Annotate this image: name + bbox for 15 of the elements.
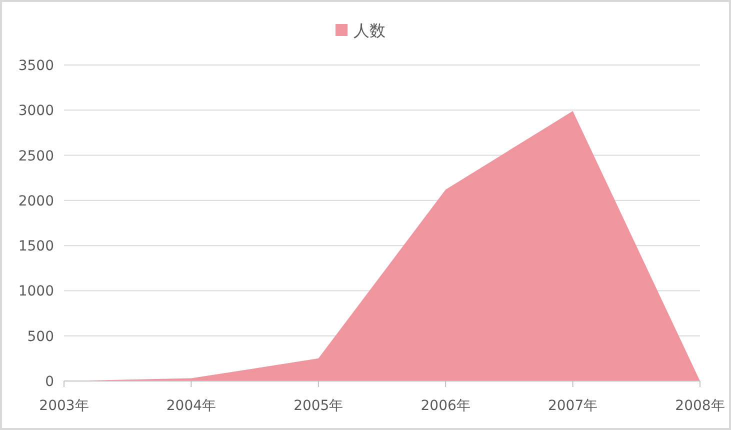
x-tick-label: 2006年 xyxy=(420,398,470,414)
y-tick-label: 500 xyxy=(27,328,54,345)
x-tick-label: 2003年 xyxy=(39,398,89,414)
x-tick-label: 2005年 xyxy=(294,398,344,414)
x-tick-label: 2004年 xyxy=(166,398,216,414)
y-tick-label: 2500 xyxy=(18,148,54,164)
x-tick-label: 2008年 xyxy=(675,398,725,414)
y-tick-label: 1500 xyxy=(18,238,54,255)
y-tick-label: 3000 xyxy=(18,103,54,120)
y-tick-label: 3500 xyxy=(18,58,54,74)
y-tick-label: 1000 xyxy=(18,284,54,300)
y-tick-label: 0 xyxy=(45,374,54,390)
y-tick-label: 2000 xyxy=(18,193,54,210)
legend-label: 人数 xyxy=(354,21,386,40)
x-tick-label: 2007年 xyxy=(548,398,598,414)
